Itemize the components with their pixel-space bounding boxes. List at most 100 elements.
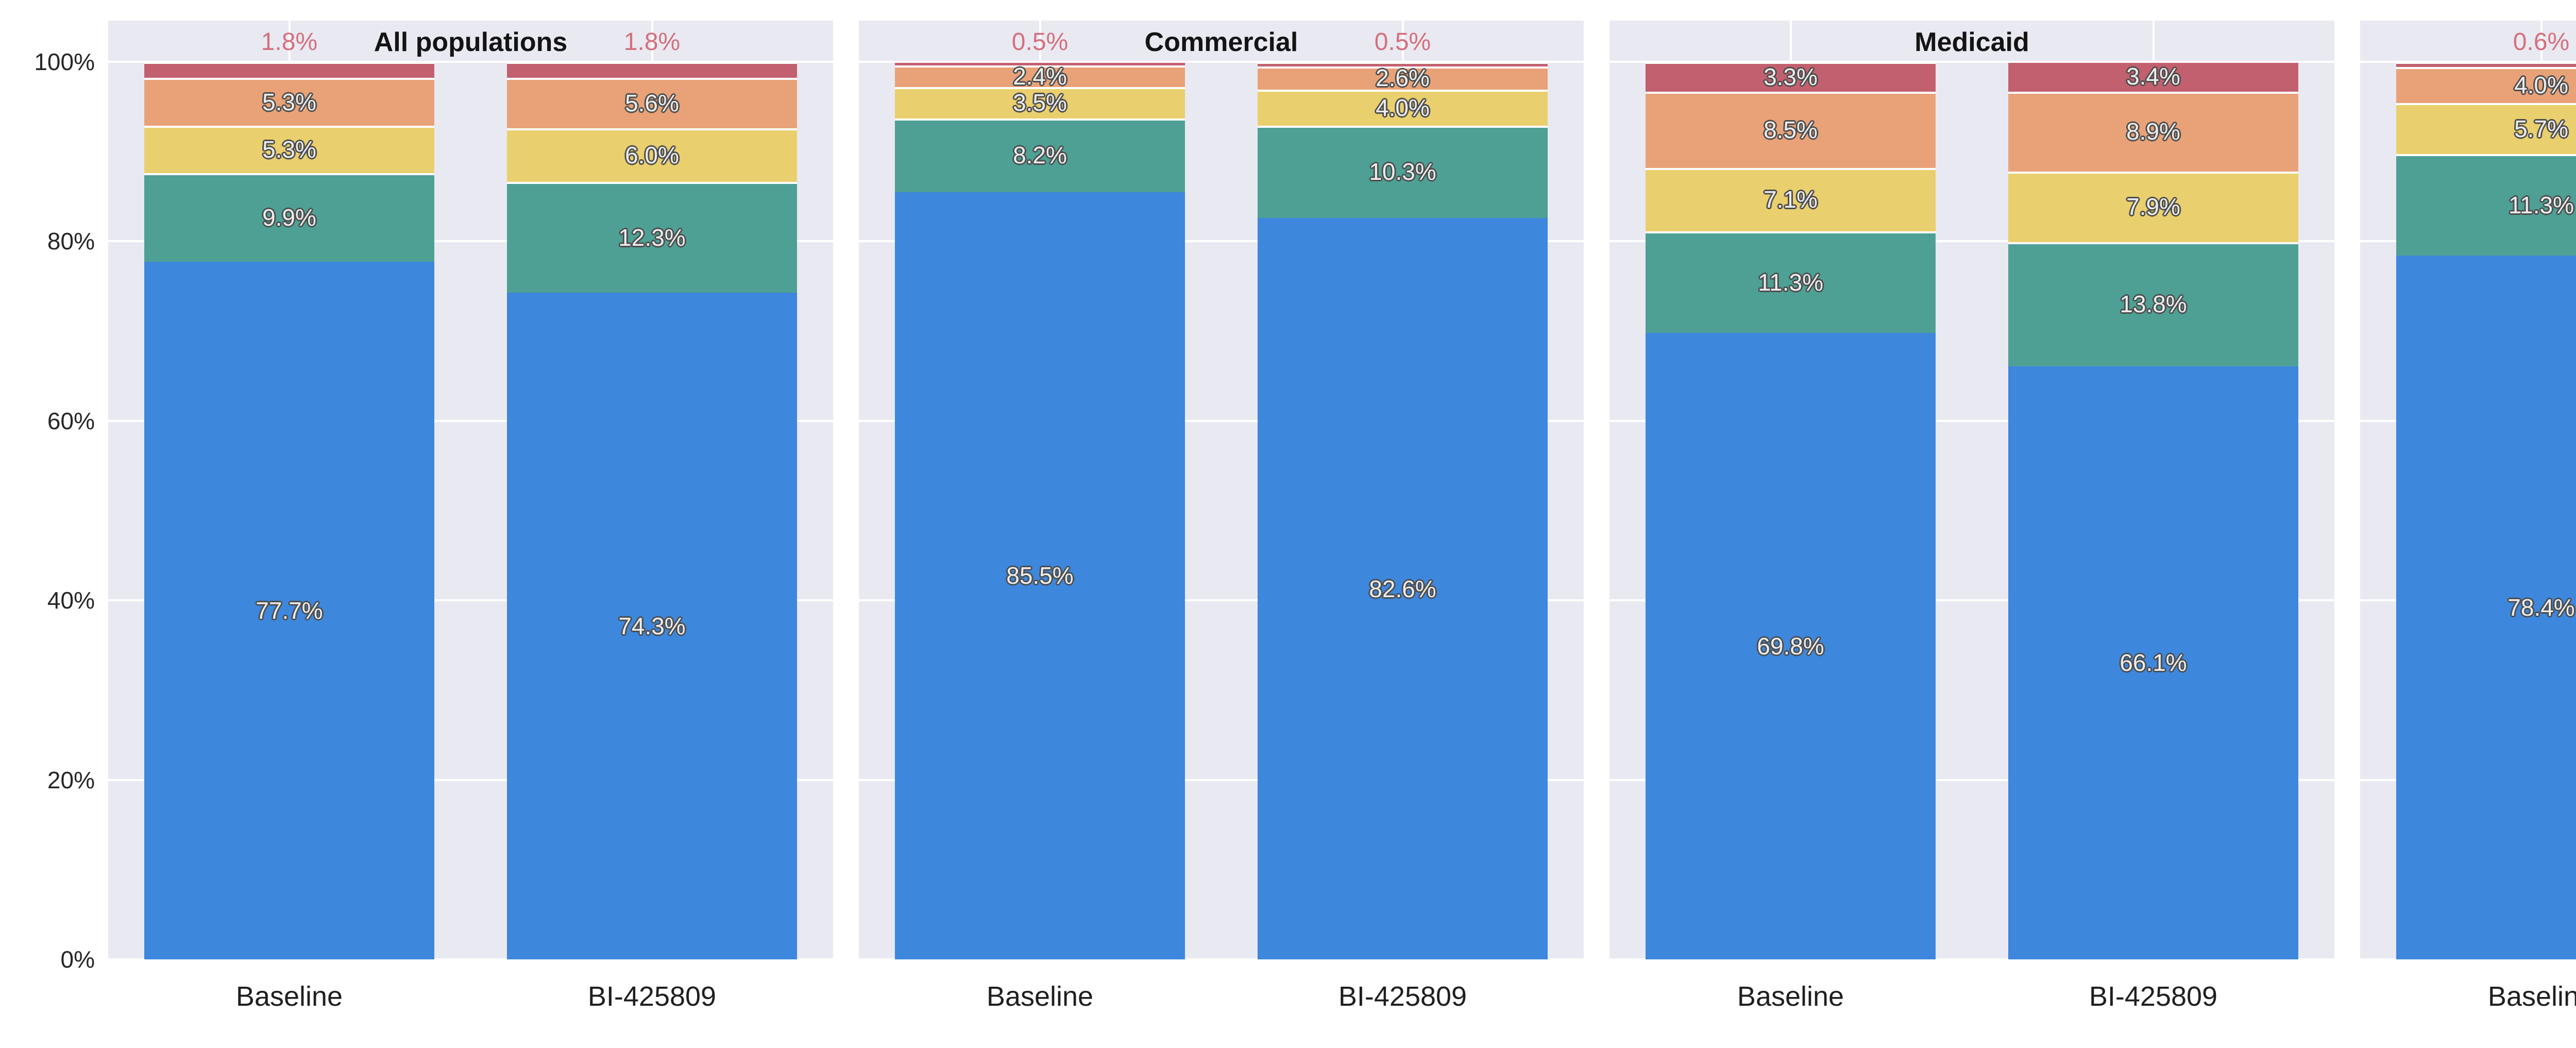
x-tick-label-bi-425809: BI-425809 [1338, 981, 1467, 1012]
x-tick-label-baseline: Baseline [2487, 981, 2576, 1012]
segment-red [507, 62, 797, 78]
h-gridline [108, 240, 833, 243]
segment-label-blue: 85.5% [1006, 562, 1074, 589]
panel-medicaid: Medicaid 69.8% 11.3% 7.1% 8.5% 3.3% 66.1% 13.8%… [1609, 21, 2334, 960]
above-bar-label: 0.6% [2513, 28, 2570, 56]
segment-red [2008, 61, 2298, 92]
segment-blue [1258, 218, 1548, 959]
segment-orange [144, 78, 434, 126]
segment-blue [1646, 333, 1936, 959]
segment-yellow [895, 87, 1185, 119]
panel-commercial: Commercial 0.5% 85.5% 8.2% 3.5% 2.4% 0.5% 82.6%… [859, 21, 1584, 960]
panel-medicare: Medicare0.6%78.4%11.3%5.7%4.0%0.6%74.8%1… [2360, 21, 2576, 960]
h-gridline [2360, 958, 2576, 960]
h-gridline [1609, 779, 2334, 781]
segment-label-blue: 78.4% [2507, 594, 2575, 621]
segment-blue [895, 192, 1185, 959]
segment-label-orange: 5.3% [262, 88, 316, 115]
segment-green [1646, 231, 1936, 333]
h-gridline [108, 958, 833, 960]
h-gridline [1609, 61, 2334, 63]
segment-orange [2396, 67, 2576, 104]
above-bar-label: 0.5% [1374, 28, 1431, 56]
x-tick-label-baseline: Baseline [235, 981, 343, 1012]
segment-label-yellow: 3.5% [1013, 89, 1067, 116]
segment-green [1258, 125, 1548, 218]
y-tick-label: 60% [47, 407, 95, 434]
segment-red [895, 61, 1185, 65]
h-gridline [859, 599, 1584, 602]
y-tick-label: 40% [47, 587, 95, 614]
h-gridline [1609, 419, 2334, 422]
panel-title: All populations [374, 27, 568, 57]
segment-label-blue: 74.3% [618, 612, 686, 639]
segment-blue [144, 262, 434, 959]
segment-blue [507, 292, 797, 959]
bar-bi-425809: 66.1% 13.8% 7.9% 8.9% 3.4% [2008, 61, 2298, 959]
y-tick-label: 80% [47, 228, 95, 255]
segment-green [895, 118, 1185, 192]
segment-label-green: 12.3% [618, 224, 686, 251]
segment-orange [1258, 66, 1548, 90]
above-bar-label: 0.5% [1011, 28, 1069, 56]
panel-title: Commercial [1144, 27, 1298, 57]
segment-label-orange: 8.5% [1764, 116, 1818, 143]
segment-green [2008, 242, 2298, 366]
segment-label-orange: 2.4% [1013, 62, 1067, 90]
segment-green [2396, 154, 2576, 256]
segment-label-yellow: 5.7% [2514, 115, 2568, 142]
segment-label-blue: 69.8% [1757, 633, 1824, 660]
segment-blue [2396, 256, 2576, 959]
h-gridline [859, 958, 1584, 960]
segment-orange [507, 78, 797, 128]
segment-blue [2008, 366, 2298, 959]
h-gridline [108, 779, 833, 781]
bar-bi-425809: 74.3% 12.3% 6.0% 5.6% [507, 62, 797, 959]
segment-label-yellow: 7.1% [1764, 186, 1818, 213]
h-gridline [1609, 240, 2334, 243]
above-bar-label: 1.8% [261, 28, 318, 56]
above-bar-label: 1.8% [623, 28, 681, 56]
segment-label-orange: 5.6% [625, 90, 679, 117]
segment-label-blue: 82.6% [1369, 575, 1436, 602]
segment-label-yellow: 5.3% [262, 136, 316, 163]
segment-yellow [1258, 90, 1548, 126]
y-tick-label: 20% [47, 766, 95, 793]
h-gridline [108, 419, 833, 422]
x-tick-label-baseline: Baseline [986, 981, 1094, 1012]
bar-baseline: 69.8% 11.3% 7.1% 8.5% 3.3% [1646, 62, 1936, 959]
segment-green [144, 173, 434, 262]
bar-bi-425809: 82.6% 10.3% 4.0% 2.6% [1258, 62, 1548, 959]
segment-label-red: 3.3% [1764, 63, 1818, 90]
segment-label-blue: 77.7% [256, 597, 323, 624]
segment-red [2396, 62, 2576, 67]
h-gridline [1609, 958, 2334, 960]
segment-label-yellow: 6.0% [625, 142, 679, 169]
y-tick-label: 0% [60, 946, 95, 973]
x-tick-label-bi-425809: BI-425809 [587, 981, 717, 1012]
h-gridline [1609, 599, 2334, 602]
segment-red [1258, 62, 1548, 66]
segment-label-green: 11.3% [2508, 191, 2574, 218]
segment-red [144, 62, 434, 78]
segment-label-orange: 4.0% [2514, 72, 2568, 99]
segment-yellow [2396, 103, 2576, 155]
segment-label-blue: 66.1% [2120, 649, 2187, 677]
segment-label-green: 8.2% [1013, 142, 1067, 169]
h-gridline [108, 599, 833, 602]
x-tick-label-bi-425809: BI-425809 [2089, 981, 2218, 1012]
segment-yellow [1646, 167, 1936, 232]
segment-green [507, 182, 797, 293]
panel-title: Medicare [2360, 26, 2576, 59]
segment-label-yellow: 4.0% [1376, 94, 1430, 121]
x-tick-label-baseline: Baseline [1737, 981, 1844, 1012]
segment-label-green: 11.3% [1757, 268, 1824, 296]
h-gridline [859, 240, 1584, 243]
h-gridline [859, 419, 1584, 422]
segment-yellow [144, 125, 434, 174]
segment-orange [1646, 91, 1936, 168]
bar-baseline: 85.5% 8.2% 3.5% 2.4% [895, 61, 1185, 959]
y-tick-label: 100% [34, 48, 95, 75]
segment-label-green: 9.9% [262, 204, 316, 231]
